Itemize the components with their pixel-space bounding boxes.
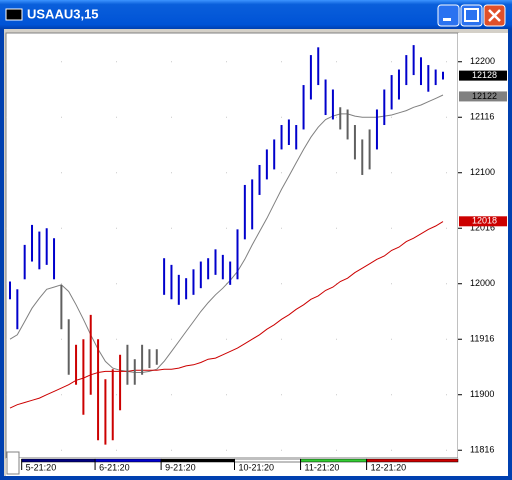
price-marker-label: 12018 <box>472 216 497 226</box>
x-tick-label: 6-21:20 <box>99 462 130 472</box>
y-tick-label: 11816 <box>470 445 494 455</box>
y-tick-label: 12000 <box>470 278 495 288</box>
y-tick-label: 11916 <box>470 334 494 344</box>
price-marker-label: 12122 <box>472 91 497 101</box>
price-marker <box>459 70 507 81</box>
plot-area <box>5 32 459 459</box>
minimize-button[interactable] <box>437 4 460 27</box>
time-axis <box>6 458 508 476</box>
price-axis <box>458 33 508 458</box>
x-tick-label: 10-21:20 <box>239 462 275 472</box>
y-tick-label: 11900 <box>470 389 494 399</box>
x-tick-label: 5-21:20 <box>26 462 57 472</box>
y-tick-label: 12016 <box>470 223 495 233</box>
price-marker-label: 12128 <box>472 70 497 80</box>
window-title: USAAU3,15 <box>27 6 99 21</box>
scroll-box[interactable] <box>6 451 20 475</box>
moving-average <box>9 221 444 409</box>
window-icon <box>5 8 23 21</box>
maximize-button[interactable] <box>460 4 483 27</box>
y-tick-label: 12200 <box>470 56 495 66</box>
price-marker <box>459 216 507 227</box>
x-tick-label: 11-21:20 <box>305 462 340 472</box>
y-tick-label: 12116 <box>470 112 494 122</box>
title-bar <box>0 0 512 29</box>
price-marker <box>459 91 507 102</box>
moving-average <box>9 94 444 373</box>
x-tick-label: 12-21:20 <box>371 462 407 472</box>
y-tick-label: 12100 <box>470 167 495 177</box>
x-tick-label: 9-21:20 <box>165 462 196 472</box>
close-button[interactable] <box>483 4 506 27</box>
